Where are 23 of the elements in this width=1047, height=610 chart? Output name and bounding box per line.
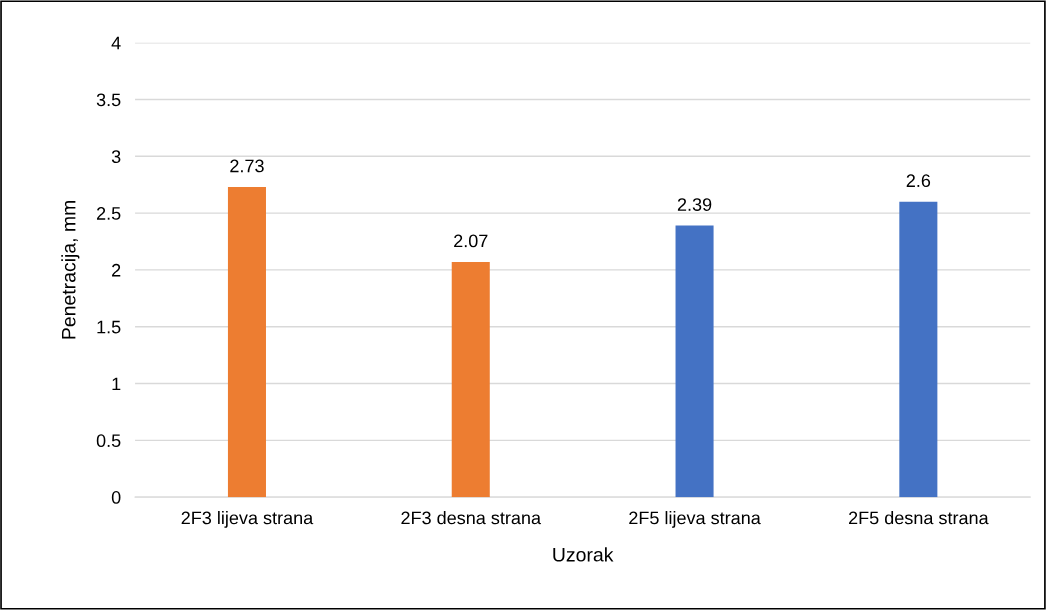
bar	[451, 261, 490, 498]
y-tick-label: 2	[112, 263, 121, 277]
y-tick-label: 1.5	[97, 320, 121, 334]
y-tick-label: 0	[111, 491, 121, 504]
x-tick-label: 2F3 desna strana	[401, 511, 542, 525]
x-tick-label: 2F3 lijeva strana	[181, 511, 314, 528]
y-tick-label: 3	[111, 150, 121, 164]
data-label: 2.07	[454, 234, 488, 248]
data-label: 2.73	[230, 159, 264, 173]
y-tick-label: 1	[112, 377, 121, 391]
x-tick-label: 2F5 desna strana	[849, 511, 989, 525]
bar	[899, 201, 938, 498]
x-axis-title: Uzorak	[553, 547, 614, 562]
bar	[675, 225, 714, 498]
bar	[227, 186, 266, 498]
x-tick-label: 2F5 lijeva strana	[629, 511, 761, 528]
y-tick-label: 0.5	[96, 434, 121, 448]
y-tick-label: 3.5	[96, 93, 121, 107]
data-label: 2.39	[677, 198, 712, 211]
y-tick-label: 2.5	[96, 207, 121, 220]
y-axis-title: Penetracija, mm	[61, 200, 80, 339]
y-tick-label: 4	[111, 36, 121, 50]
data-label: 2.6	[906, 174, 931, 188]
